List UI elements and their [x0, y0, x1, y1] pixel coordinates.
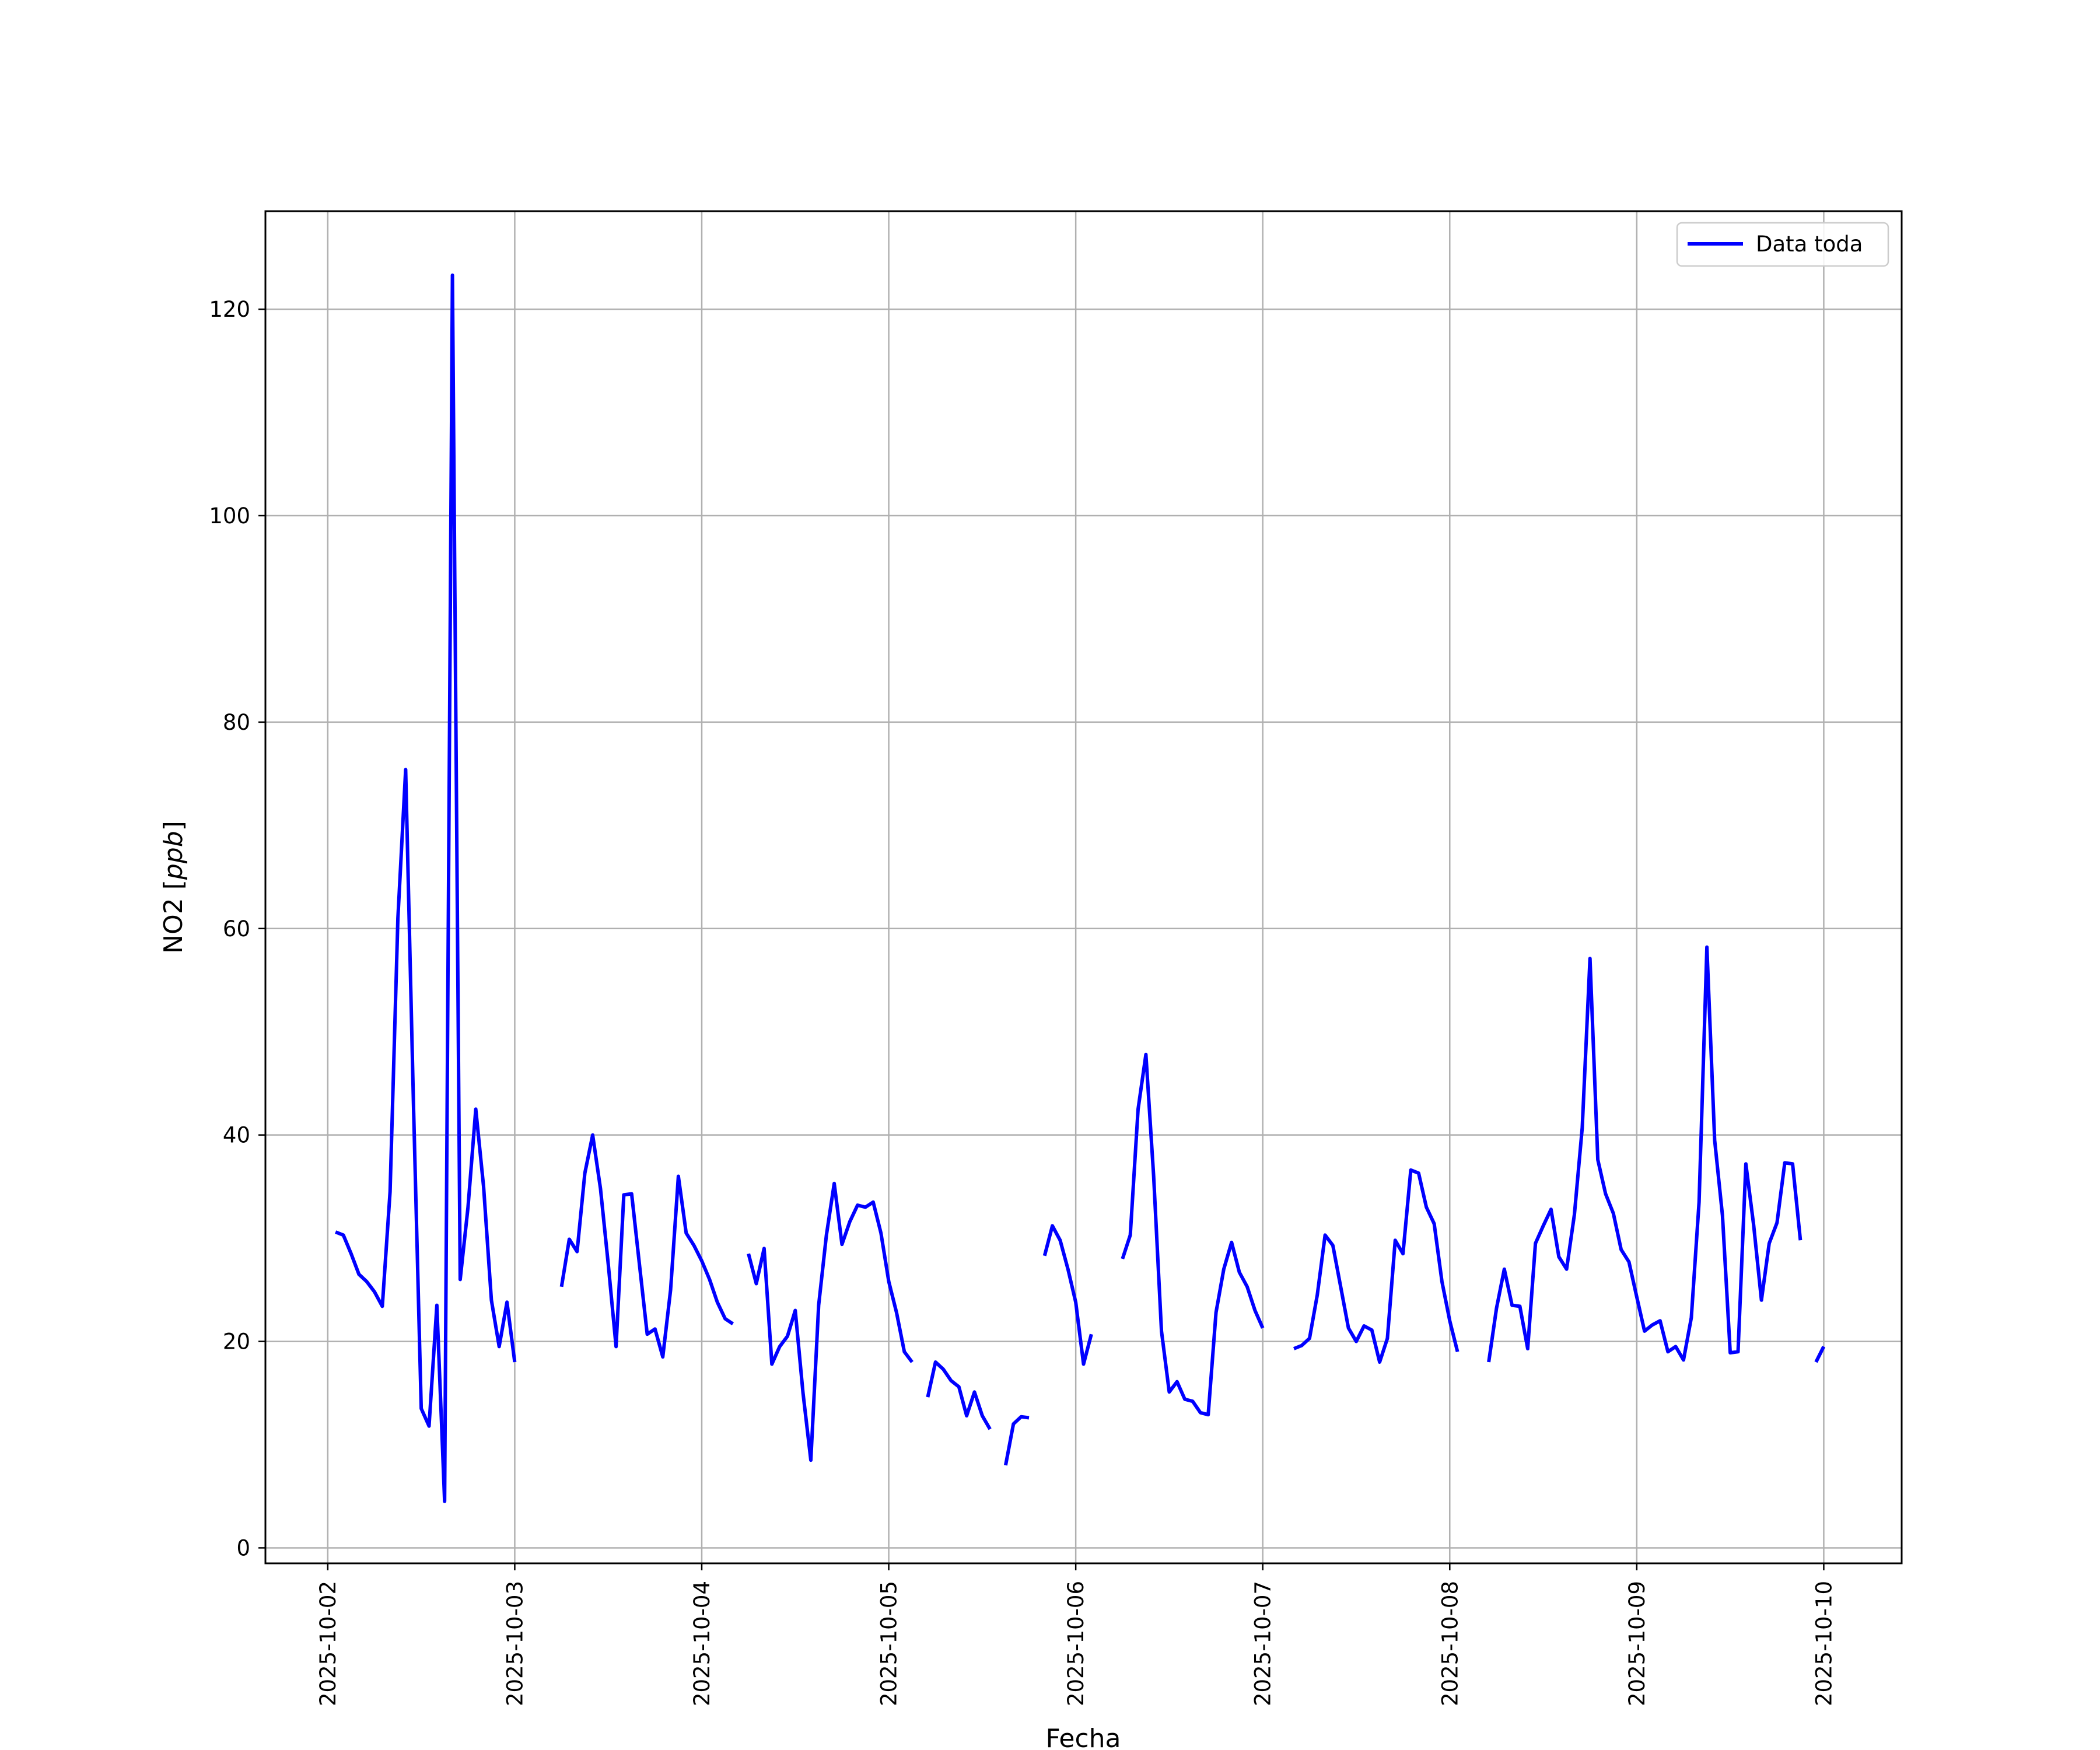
- series-line-segment-0-6: [1121, 1052, 1265, 1417]
- data-toda-series: [335, 273, 1826, 1503]
- x-tick-label-7: 2025-10-09: [1625, 1581, 1650, 1706]
- plot-frame: [264, 210, 1903, 1564]
- plot-area: [265, 211, 1902, 1563]
- x-axis-title: Fecha: [1045, 1724, 1121, 1750]
- series-line-segment-0-0: [335, 273, 517, 1503]
- x-tick-label-1: 2025-10-03: [502, 1581, 527, 1706]
- series-line-segment-0-3: [926, 1360, 992, 1430]
- x-tick-label-8: 2025-10-10: [1811, 1581, 1836, 1706]
- x-tick-label-0: 2025-10-02: [316, 1581, 341, 1706]
- series-line-segment-0-4: [1003, 1415, 1030, 1466]
- axis-ticks: 2025-10-02 2025-10-03 2025-10-04 2025-10-05…: [209, 297, 1836, 1706]
- y-tick-label-4: 80: [223, 710, 250, 735]
- series-line-segment-0-5: [1042, 1224, 1093, 1366]
- legend-label-data-toda: Data toda: [1756, 232, 1863, 257]
- grid-lines: [265, 211, 1902, 1563]
- series-line-segment-0-2: [747, 1181, 914, 1462]
- series-line-segment-0-8: [1487, 945, 1803, 1363]
- x-tick-label-5: 2025-10-07: [1251, 1581, 1276, 1706]
- y-tick-label-6: 120: [209, 297, 250, 322]
- y-tick-label-0: 0: [236, 1535, 250, 1560]
- y-axis-title: NO2 [ppb]: [159, 821, 188, 954]
- series-line-segment-0-7: [1293, 1168, 1460, 1364]
- y-tick-label-3: 60: [223, 916, 250, 942]
- y-tick-label-2: 40: [223, 1123, 250, 1148]
- legend: Data toda: [1676, 222, 1889, 267]
- legend-box: [1676, 222, 1889, 267]
- x-tick-label-2: 2025-10-04: [690, 1581, 715, 1706]
- x-tick-label-6: 2025-10-08: [1437, 1581, 1462, 1706]
- x-tick-label-4: 2025-10-06: [1063, 1581, 1088, 1706]
- series-line-segment-0-9: [1814, 1346, 1826, 1363]
- x-tick-label-3: 2025-10-05: [877, 1581, 902, 1706]
- series-line-segment-0-1: [559, 1133, 734, 1359]
- y-tick-label-5: 100: [209, 503, 250, 528]
- y-tick-label-1: 20: [223, 1329, 250, 1354]
